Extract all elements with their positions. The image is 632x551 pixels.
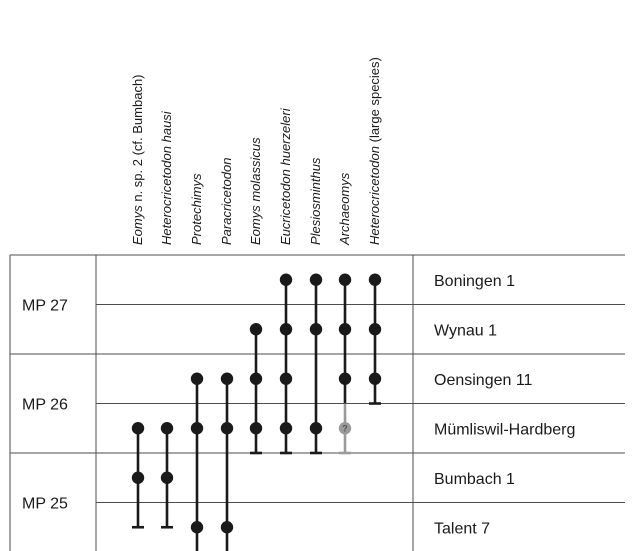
uncertain-mark: ? (342, 423, 348, 433)
taxon-label-part: Plesiosminthus (308, 157, 323, 245)
occurrence-dot (190, 422, 204, 435)
occurrence-dot (279, 323, 293, 336)
taxon-label-part: Heterocricetodon (367, 146, 382, 245)
occurrence-dot (368, 273, 382, 286)
occurrence-dot (190, 521, 204, 534)
occurrence-dot (309, 323, 323, 336)
taxon-label-part: Eucricetodon huerzeleri (278, 107, 293, 245)
taxon-label-part: Paracricetodon (219, 158, 234, 245)
taxon-label: Archaeomys (337, 172, 352, 246)
taxon-label: Plesiosminthus (308, 157, 323, 245)
taxon-label-part: Protechimys (189, 173, 204, 245)
locality-label: Mümliswil-Hardberg (434, 421, 575, 438)
occurrence-dot (249, 372, 263, 385)
occurrence-dot (368, 372, 382, 385)
locality-label: Wynau 1 (434, 322, 497, 339)
taxon-label: Eucricetodon huerzeleri (278, 107, 293, 245)
occurrence-dot (279, 273, 293, 286)
taxon-label: Paracricetodon (219, 158, 234, 245)
taxon-label-part: Eomys (130, 205, 145, 245)
taxon-label: Heterocricetodon hausi (159, 110, 174, 245)
locality-label: Oensingen 11 (434, 372, 533, 389)
occurrence-dot (279, 372, 293, 385)
occurrence-dot (220, 422, 234, 435)
mp-zone-label: MP 27 (22, 298, 68, 315)
occurrence-dot (220, 521, 234, 534)
occurrence-dot (279, 422, 293, 435)
locality-label: Talent 7 (434, 520, 490, 537)
occurrence-dot (338, 372, 352, 385)
taxon-label-part: n. sp. 2 (cf. Bumbach) (130, 74, 145, 205)
occurrence-dot (249, 323, 263, 336)
occurrence-dot (160, 471, 174, 484)
mp-zone-label: MP 26 (22, 397, 68, 414)
occurrence-dot (309, 273, 323, 286)
taxon-label-part: Eomys molassicus (248, 137, 263, 245)
uncertain-occurrence-dot (338, 422, 352, 435)
occurrence-dot (160, 422, 174, 435)
occurrence-dot (249, 422, 263, 435)
mp-zone-label: MP 25 (22, 496, 68, 513)
occurrence-dot (131, 471, 145, 484)
occurrence-dot (190, 372, 204, 385)
taxon-label: Heterocricetodon (large species) (367, 57, 382, 245)
occurrence-dot (338, 323, 352, 336)
occurrence-dot (368, 323, 382, 336)
occurrence-dot (131, 422, 145, 435)
taxon-label: Eomys molassicus (248, 137, 263, 245)
locality-label: Bumbach 1 (434, 471, 515, 488)
occurrence-dot (338, 273, 352, 286)
taxon-label-part: Archaeomys (337, 172, 352, 246)
taxon-label: Eomys n. sp. 2 (cf. Bumbach) (130, 74, 145, 245)
taxon-label-part: (large species) (367, 57, 382, 146)
occurrence-dot (309, 422, 323, 435)
locality-label: Boningen 1 (434, 273, 515, 290)
taxon-label-part: Heterocricetodon hausi (159, 110, 174, 245)
taxon-label: Protechimys (189, 173, 204, 245)
occurrence-dot (220, 372, 234, 385)
